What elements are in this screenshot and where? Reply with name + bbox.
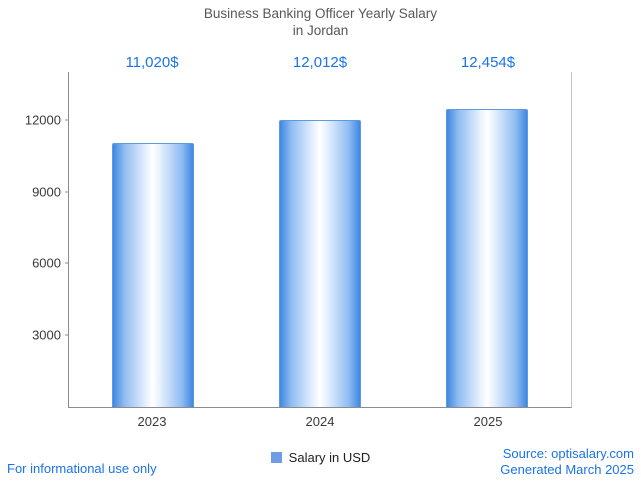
y-tick-mark — [65, 262, 69, 264]
bar-column-2025 — [404, 72, 571, 407]
y-axis-label-6000: 6000 — [32, 255, 61, 271]
y-tick-mark — [65, 191, 69, 193]
y-axis-label-9000: 9000 — [32, 184, 61, 200]
x-axis-label-2025: 2025 — [473, 414, 503, 429]
y-tick-mark — [65, 119, 69, 121]
footer-source-link[interactable]: Source: optisalary.com — [502, 446, 634, 461]
bar-value-label-2024: 12,012$ — [292, 54, 348, 71]
bar-2024 — [278, 119, 361, 407]
chart-title-line2: in Jordan — [292, 23, 349, 38]
bar-value-label-2025: 12,454$ — [460, 54, 516, 71]
footer-disclaimer: For informational use only — [7, 461, 157, 476]
x-axis-label-2024: 2024 — [305, 414, 335, 429]
legend-swatch-icon — [270, 452, 282, 463]
chart-legend: Salary in USD — [0, 450, 641, 465]
footer-generated-date: Generated March 2025 — [500, 462, 634, 477]
bar-2023 — [111, 143, 194, 407]
chart-title-line1: Business Banking Officer Yearly Salary — [203, 6, 438, 21]
x-axis-label-2023: 2023 — [137, 414, 167, 429]
y-tick-mark — [65, 334, 69, 336]
bar-2025 — [446, 109, 529, 407]
y-axis-label-3000: 3000 — [32, 327, 61, 343]
plot-area: 3000 6000 9000 12000 — [25, 72, 572, 408]
bar-column-2023 — [69, 72, 236, 407]
footer-source-block: Source: optisalary.com Generated March 2… — [500, 446, 634, 478]
bar-value-label-2023: 11,020$ — [125, 54, 179, 71]
legend-label: Salary in USD — [288, 450, 371, 465]
bar-column-2024 — [236, 72, 403, 407]
y-axis-label-12000: 12000 — [24, 112, 61, 128]
chart-title: Business Banking Officer Yearly Salary i… — [0, 5, 641, 39]
bars-container — [69, 72, 571, 407]
